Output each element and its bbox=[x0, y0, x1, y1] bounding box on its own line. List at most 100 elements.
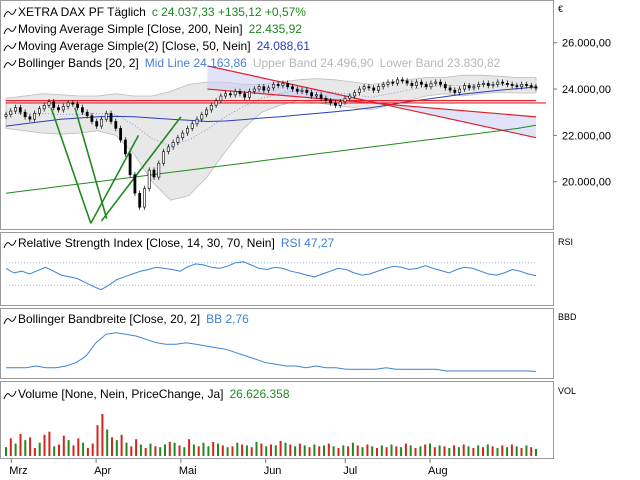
volume-bar bbox=[217, 443, 219, 456]
candle-body bbox=[362, 86, 366, 90]
volume-bar bbox=[159, 447, 162, 456]
candle bbox=[37, 105, 41, 117]
volume-bar bbox=[173, 442, 176, 456]
volume-bar bbox=[120, 434, 123, 456]
candle bbox=[243, 90, 247, 100]
candle bbox=[47, 99, 51, 109]
candle bbox=[496, 79, 500, 88]
candle-body bbox=[334, 102, 337, 106]
candle bbox=[205, 107, 208, 118]
candle bbox=[505, 80, 509, 88]
candle-body bbox=[458, 88, 462, 93]
candle-body bbox=[448, 87, 452, 91]
legend-label: Bollinger Bandbreite [Close, 20, 2] bbox=[18, 312, 200, 326]
candle-body bbox=[119, 128, 123, 141]
x-tick-label: Mai bbox=[179, 465, 197, 477]
y-tick-label: 20.000,00 bbox=[562, 177, 611, 189]
candle bbox=[209, 102, 213, 113]
candle-body bbox=[525, 84, 528, 86]
candle bbox=[396, 77, 399, 87]
volume-bar bbox=[96, 425, 99, 456]
candle-body bbox=[133, 174, 137, 194]
candle bbox=[338, 99, 342, 109]
volume-bar bbox=[86, 448, 89, 456]
candle bbox=[305, 87, 309, 96]
candle bbox=[429, 80, 433, 90]
volume-bar bbox=[183, 447, 186, 456]
candle-body bbox=[319, 94, 323, 99]
candle-body bbox=[214, 100, 218, 106]
candle bbox=[262, 83, 266, 93]
candle-body bbox=[338, 101, 342, 106]
candle-body bbox=[61, 106, 65, 111]
volume-bar bbox=[520, 448, 523, 456]
candle-body bbox=[501, 81, 505, 84]
volume-bar bbox=[48, 431, 51, 456]
candle bbox=[319, 92, 323, 102]
candle bbox=[281, 80, 285, 89]
volume-bar bbox=[482, 447, 484, 456]
candle bbox=[314, 92, 318, 99]
candle-body bbox=[400, 79, 404, 82]
candle bbox=[477, 81, 481, 90]
candle-body bbox=[124, 139, 127, 155]
volume-bar bbox=[472, 448, 475, 456]
volume-bar bbox=[53, 446, 56, 456]
volume-bar bbox=[72, 445, 75, 456]
candle-body bbox=[281, 83, 285, 86]
candle bbox=[138, 190, 142, 210]
candle bbox=[23, 109, 27, 120]
legend-label: Moving Average Simple [Close, 200, Nein] bbox=[18, 22, 243, 36]
candle-body bbox=[219, 95, 223, 101]
candle bbox=[4, 111, 8, 120]
candle-body bbox=[424, 84, 428, 88]
legend-row: Moving Average Simple [Close, 200, Nein]… bbox=[3, 22, 303, 36]
volume-bar bbox=[202, 442, 205, 456]
wave-icon bbox=[3, 390, 17, 400]
candle-body bbox=[157, 162, 161, 178]
candle bbox=[376, 83, 380, 93]
candle-body bbox=[47, 101, 51, 106]
candle-body bbox=[267, 87, 271, 91]
candle bbox=[271, 81, 275, 91]
candle bbox=[529, 82, 533, 90]
candle-body bbox=[252, 88, 256, 92]
candle bbox=[405, 78, 409, 87]
candle-body bbox=[357, 88, 361, 93]
volume-bar bbox=[168, 441, 171, 456]
volume-bar bbox=[453, 445, 456, 456]
volume-bar bbox=[67, 440, 70, 456]
candle-body bbox=[491, 84, 495, 86]
candle-body bbox=[467, 85, 471, 89]
candle-body bbox=[520, 84, 524, 88]
volume-bar bbox=[101, 414, 104, 456]
candle-body bbox=[429, 83, 433, 88]
candle bbox=[472, 83, 476, 91]
volume-bar bbox=[380, 445, 383, 456]
candle bbox=[410, 80, 414, 89]
volume-bar bbox=[438, 445, 441, 456]
candle bbox=[267, 85, 271, 93]
candle bbox=[286, 80, 290, 90]
candle-body bbox=[37, 108, 41, 114]
candle-body bbox=[205, 109, 208, 115]
candle bbox=[90, 112, 94, 125]
legend-value: 22.435,92 bbox=[249, 22, 303, 36]
candle-body bbox=[529, 85, 533, 88]
volume-bar bbox=[212, 441, 215, 456]
legend-row: Volume [None, Nein, PriceChange, Ja] 26.6… bbox=[3, 387, 290, 401]
candle bbox=[95, 118, 99, 129]
candle-body bbox=[66, 102, 70, 107]
volume-bar bbox=[289, 444, 292, 456]
candle bbox=[219, 93, 223, 104]
candle bbox=[57, 104, 60, 113]
candle bbox=[415, 79, 419, 89]
legend-label: Relative Strength Index [Close, 14, 30, … bbox=[18, 236, 275, 250]
candle bbox=[424, 81, 428, 90]
candle bbox=[334, 100, 337, 109]
y-tick-label: 26.000,00 bbox=[562, 38, 611, 50]
candle-body bbox=[453, 89, 457, 93]
candle-body bbox=[195, 118, 199, 125]
candle-body bbox=[33, 113, 37, 120]
volume-bar bbox=[457, 447, 460, 456]
